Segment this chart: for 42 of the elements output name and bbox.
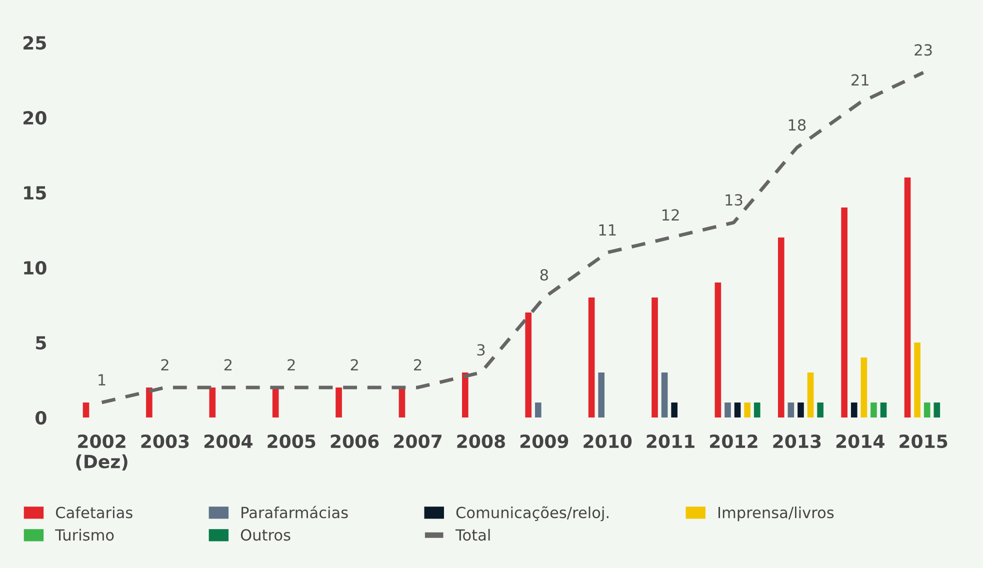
data-label: 2 bbox=[161, 359, 168, 370]
data-label: 2 bbox=[350, 359, 358, 370]
legend-label: Turismo bbox=[55, 528, 114, 541]
legend-label: Cafetarias bbox=[56, 506, 132, 518]
x-tick-label: 2008 bbox=[457, 434, 505, 448]
data-label: 3 bbox=[477, 344, 485, 356]
data-label: 1 bbox=[98, 374, 106, 386]
x-tick-label: 2009 bbox=[520, 434, 568, 448]
legend-label: Comunicações/reloj. bbox=[456, 506, 608, 522]
data-label: 8 bbox=[540, 269, 548, 281]
x-tick-label: 2007 bbox=[394, 434, 442, 448]
data-label: 2 bbox=[414, 359, 422, 370]
line-series bbox=[100, 70, 926, 404]
y-tick-label: 20 bbox=[24, 111, 46, 125]
data-label: 21 bbox=[852, 74, 868, 86]
data-label: 23 bbox=[914, 44, 932, 56]
y-tick-label: 10 bbox=[24, 260, 46, 275]
x-tick-label: 2015 bbox=[900, 434, 948, 448]
data-label: 2 bbox=[288, 359, 295, 370]
y-tick-label: 5 bbox=[36, 336, 46, 350]
x-tick-label: 2003 bbox=[141, 434, 189, 448]
y-tick-label: 25 bbox=[24, 36, 46, 50]
y-tick-label: 0 bbox=[36, 410, 46, 425]
x-tick-label: 2005 bbox=[268, 434, 316, 448]
x-tick-label: 2002 (Dez) bbox=[76, 434, 128, 470]
x-tick-label: 2013 bbox=[773, 434, 821, 448]
x-tick-label: 2004 bbox=[204, 434, 252, 448]
x-tick-label: 2011 bbox=[646, 434, 694, 448]
data-label: 11 bbox=[599, 224, 616, 236]
data-label: 12 bbox=[662, 209, 679, 220]
data-label: 18 bbox=[788, 119, 806, 131]
y-tick-label: 15 bbox=[24, 186, 46, 200]
legend-label: Imprensa/livros bbox=[718, 506, 834, 522]
legend-label: Outros bbox=[240, 529, 290, 541]
x-tick-label: 2006 bbox=[330, 434, 379, 448]
x-tick-label: 2012 bbox=[710, 434, 758, 448]
data-label: 2 bbox=[224, 359, 232, 370]
x-tick-label: 2010 bbox=[584, 434, 632, 448]
x-tick-label: 2014 bbox=[836, 434, 884, 448]
legend-label: Parafarmácias bbox=[242, 506, 348, 518]
data-label: 13 bbox=[726, 194, 742, 206]
legend-label: Total bbox=[455, 528, 490, 541]
